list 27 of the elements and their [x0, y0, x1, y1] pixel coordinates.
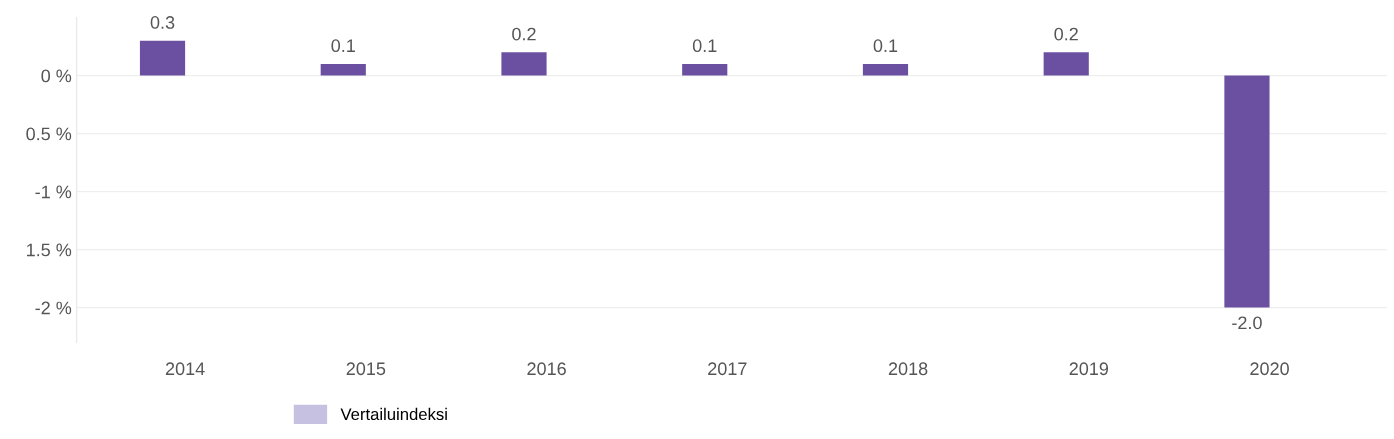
x-tick-label: 2016: [527, 362, 566, 376]
data-label: -2.0: [1232, 316, 1262, 330]
x-tick-label: 2017: [708, 362, 747, 376]
x-tick-label: 2018: [888, 362, 928, 376]
bar: [320, 63, 366, 76]
bar: [139, 40, 186, 76]
data-label: 0.1: [692, 39, 717, 53]
data-label: 0.1: [331, 39, 355, 53]
legend-label: Vertailuindeksi: [340, 407, 447, 421]
y-tick-label: -1 %: [35, 185, 72, 199]
y-tick-label: 0.5 %: [26, 127, 72, 141]
bar: [501, 52, 547, 76]
data-label: 0.2: [1054, 27, 1078, 41]
x-tick-label: 2014: [165, 362, 205, 376]
x-tick-label: 2019: [1069, 362, 1109, 376]
bar: [682, 63, 728, 76]
x-tick-label: 2020: [1250, 362, 1289, 376]
y-tick-label: -2 %: [35, 301, 72, 315]
data-label: 0.3: [150, 16, 175, 29]
bar: [1224, 75, 1270, 308]
bar: [1043, 52, 1089, 76]
bar: [862, 63, 909, 76]
data-label: 0.2: [512, 27, 536, 41]
data-label: 0.1: [873, 39, 898, 53]
y-tick-label: 1.5 %: [27, 243, 72, 257]
y-tick-label: 0 %: [41, 69, 72, 83]
x-tick-label: 2015: [346, 362, 386, 376]
